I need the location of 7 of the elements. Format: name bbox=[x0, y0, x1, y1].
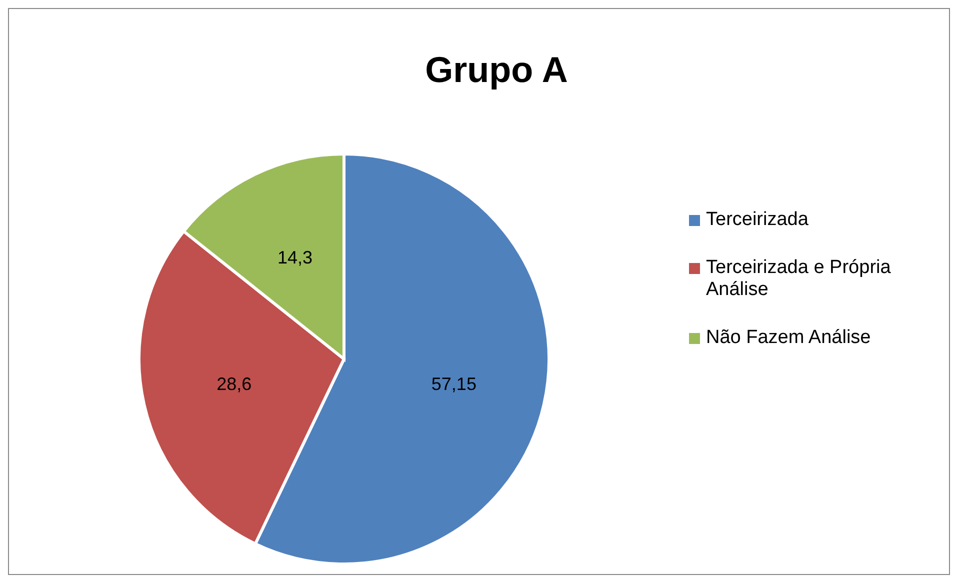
legend-label: Terceirizada bbox=[706, 208, 808, 230]
data-label: 14,3 bbox=[278, 247, 313, 268]
chart-title: Grupo A bbox=[424, 49, 569, 91]
legend-label: Não Fazem Análise bbox=[706, 326, 871, 348]
data-label: 28,6 bbox=[216, 374, 252, 394]
data-label: 57,15 bbox=[431, 374, 476, 394]
legend-label: Terceirizada e Própria Análise bbox=[706, 256, 892, 300]
